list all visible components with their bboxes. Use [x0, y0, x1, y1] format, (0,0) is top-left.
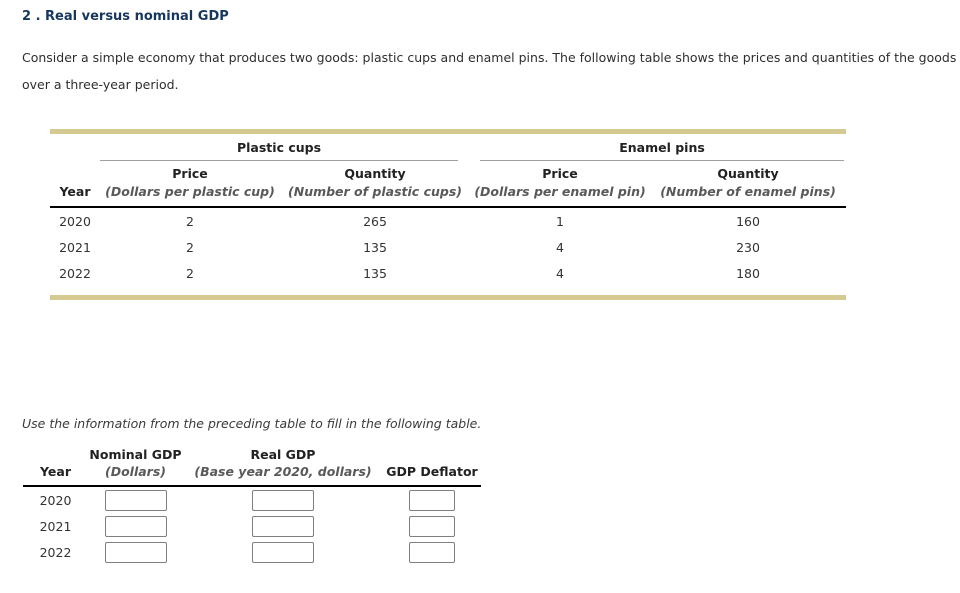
pin-quantity-cell: 160	[736, 213, 760, 229]
pin-price-cell: 4	[556, 239, 564, 255]
units-pin-quantity: (Number of enamel pins)	[650, 182, 847, 208]
pin-quantity-cell: 180	[736, 265, 760, 281]
group-header-plastic-cups: Plastic cups	[100, 140, 459, 161]
gdp-deflator-input-2020[interactable]	[409, 489, 455, 511]
col-header-real-gdp: Real GDP	[250, 447, 316, 462]
col-header-nominal-gdp: Nominal GDP	[89, 447, 182, 462]
group-header-enamel-pins: Enamel pins	[480, 140, 845, 161]
col-header-year: Year	[23, 463, 88, 487]
group-header-row: Plastic cups Enamel pins	[50, 140, 846, 161]
units-cup-price: (Dollars per plastic cup)	[100, 182, 280, 208]
page-title: 2 . Real versus nominal GDP	[22, 9, 229, 24]
intro-line-1: Consider a simple economy that produces …	[22, 50, 957, 65]
real-gdp-input-2020[interactable]	[252, 489, 314, 511]
col-header-pin-quantity: Quantity	[717, 166, 779, 181]
fill-table-header-row-2: Year (Dollars) (Base year 2020, dollars)…	[23, 463, 481, 487]
pin-price-cell: 4	[556, 265, 564, 281]
cup-price-cell: 2	[186, 239, 194, 255]
pin-quantity-cell: 230	[736, 239, 760, 255]
intro-line-2: over a three-year period.	[22, 77, 179, 92]
cup-quantity-cell: 265	[363, 213, 387, 229]
cup-price-cell: 2	[186, 213, 194, 229]
gdp-fill-table: Nominal GDP Real GDP Year (Dollars) (Bas…	[23, 446, 481, 565]
fill-row-2021: 2021	[23, 513, 481, 539]
real-gdp-input-2022[interactable]	[252, 541, 314, 563]
fill-table-header-row-1: Nominal GDP Real GDP	[23, 446, 481, 463]
empty-cell	[50, 161, 100, 182]
units-nominal-gdp: (Dollars)	[88, 463, 183, 487]
gdp-deflator-input-2021[interactable]	[409, 515, 455, 537]
table-bottom-rule	[50, 295, 846, 300]
table-row-2020: 2020 2 265 1 160	[50, 207, 846, 234]
table-row-2021: 2021 2 135 4 230	[50, 234, 846, 260]
year-cell: 2021	[59, 239, 91, 255]
nominal-gdp-input-2020[interactable]	[104, 489, 167, 511]
real-gdp-input-2021[interactable]	[252, 515, 314, 537]
col-header-cup-price: Price	[172, 166, 208, 181]
col-header-cup-quantity: Quantity	[344, 166, 406, 181]
year-cell: 2020	[59, 213, 91, 229]
table-top-rule	[50, 129, 846, 134]
units-pin-price: (Dollars per enamel pin)	[470, 182, 651, 208]
fill-instruction: Use the information from the preceding t…	[22, 416, 482, 431]
units-row: Year (Dollars per plastic cup) (Number o…	[50, 182, 847, 208]
year-cell: 2020	[39, 492, 72, 508]
year-cell: 2021	[39, 518, 72, 534]
empty-cell	[23, 446, 88, 463]
gdp-deflator-input-2022[interactable]	[409, 541, 455, 563]
col-header-pin-price: Price	[542, 166, 578, 181]
col-header-year: Year	[50, 182, 100, 208]
year-cell: 2022	[59, 265, 91, 281]
nominal-gdp-input-2022[interactable]	[104, 541, 167, 563]
cup-price-cell: 2	[186, 265, 194, 281]
nominal-gdp-input-2021[interactable]	[104, 515, 167, 537]
year-cell: 2022	[39, 544, 72, 560]
pin-price-cell: 1	[556, 213, 564, 229]
cup-quantity-cell: 135	[363, 239, 387, 255]
units-cup-quantity: (Number of plastic cups)	[280, 182, 471, 208]
goods-price-quantity-table: Plastic cups Enamel pins Price Quantity …	[50, 129, 847, 300]
empty-cell	[383, 446, 481, 463]
subheader-row: Price Quantity Price Quantity	[50, 161, 846, 182]
empty-cell	[50, 140, 100, 161]
intro-paragraph: Consider a simple economy that produces …	[22, 44, 956, 98]
col-header-gdp-deflator: GDP Deflator	[383, 463, 481, 487]
cup-quantity-cell: 135	[363, 265, 387, 281]
fill-row-2020: 2020	[23, 486, 481, 513]
units-real-gdp: (Base year 2020, dollars)	[183, 463, 383, 487]
fill-row-2022: 2022	[23, 539, 481, 565]
table-row-2022: 2022 2 135 4 180	[50, 260, 846, 286]
